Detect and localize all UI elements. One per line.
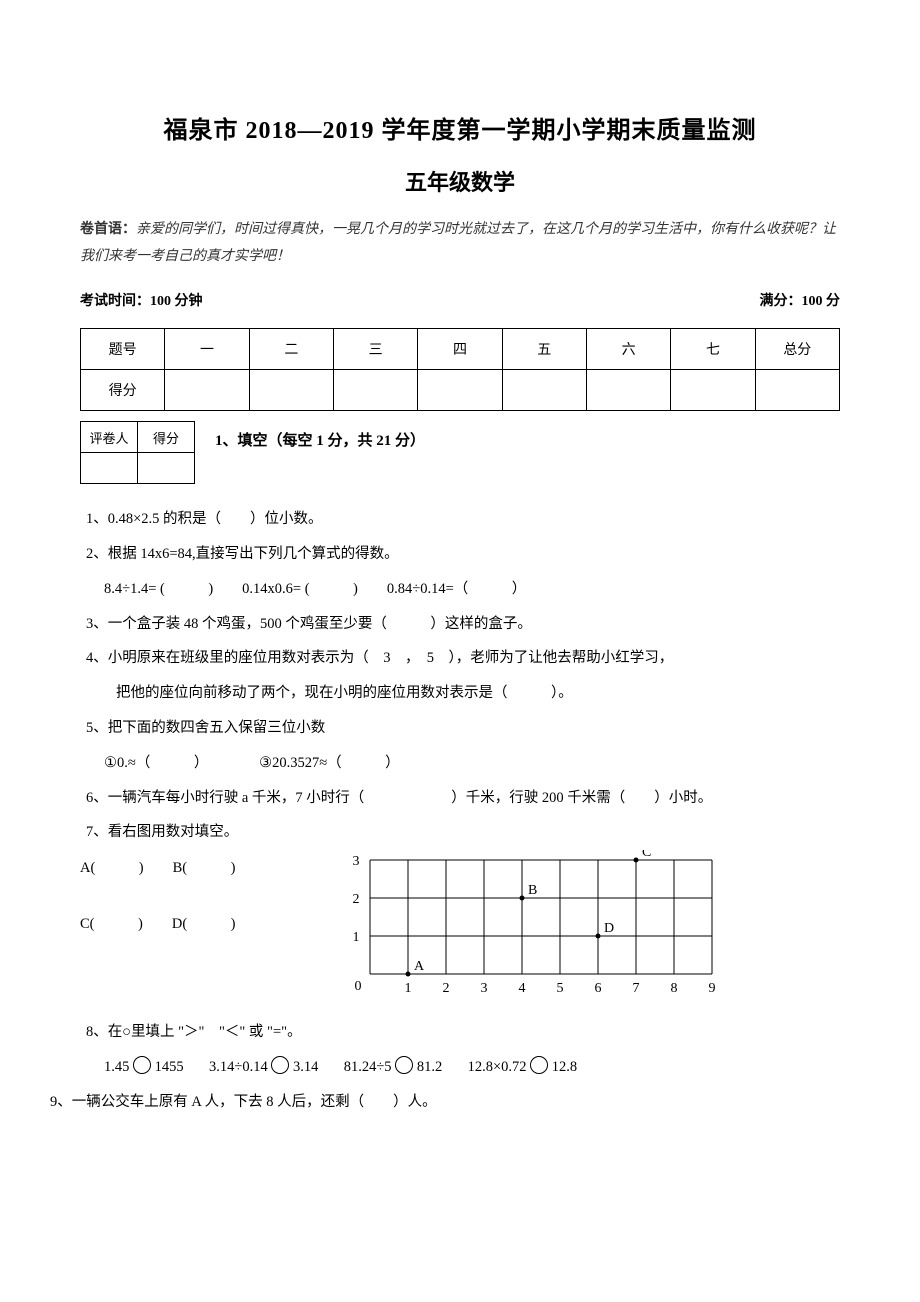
q2-b: 0.14x0.6= ( ) [242,581,358,597]
q8-d-r: 12.8 [552,1059,577,1075]
q2-c: 0.84÷0.14=（ ） [387,581,526,597]
q2-expressions: 8.4÷1.4= ( ) 0.14x0.6= ( ) 0.84÷0.14=（ ） [104,572,840,607]
svg-text:4: 4 [519,981,526,996]
q5-a: ①0.≈（ ） [104,755,208,771]
q4-line2: 把他的座位向前移动了两个，现在小明的座位用数对表示是（ ）。 [86,676,840,711]
grader-cell [81,453,138,484]
score-cell [165,370,249,411]
q8-b-l: 3.14÷0.14 [209,1059,268,1075]
preface-label: 卷首语： [80,222,136,237]
score-cell [333,370,417,411]
q2: 2、根据 14x6=84,直接写出下列几个算式的得数。 [86,537,840,572]
circle-icon [271,1056,289,1074]
title-sub: 五年级数学 [80,165,840,197]
q9: 9、一辆公交车上原有 A 人，下去 8 人后，还剩（ ）人。 [50,1085,840,1120]
preface-text: 亲爱的同学们，时间过得真快，一晃几个月的学习时光就过去了，在这几个月的学习生活中… [80,222,836,264]
col-head: 四 [418,329,502,370]
score-cell [586,370,670,411]
q8-d-l: 12.8×0.72 [468,1059,527,1075]
score-table: 题号 一 二 三 四 五 六 七 总分 得分 [80,328,840,411]
circle-icon [395,1056,413,1074]
col-head: 一 [165,329,249,370]
svg-text:B: B [528,883,537,898]
table-row: 得分 [81,370,840,411]
circle-icon [530,1056,548,1074]
q8-a-l: 1.45 [104,1059,129,1075]
svg-text:2: 2 [443,981,450,996]
q3: 3、一个盒子装 48 个鸡蛋，500 个鸡蛋至少要（ ）这样的盒子。 [86,607,840,642]
score-cell [418,370,502,411]
q8-expressions: 1.45 1455 3.14÷0.14 3.14 81.24÷5 81.2 12… [104,1050,840,1085]
svg-text:3: 3 [481,981,488,996]
col-head: 三 [333,329,417,370]
q5: 5、把下面的数四舍五入保留三位小数 [86,711,840,746]
q8-c-l: 81.24÷5 [344,1059,392,1075]
grader-label: 得分 [138,422,195,453]
score-cell [671,370,755,411]
q8-c-r: 81.2 [417,1059,442,1075]
q2-a: 8.4÷1.4= ( ) [104,581,213,597]
grader-label: 评卷人 [81,422,138,453]
circle-icon [133,1056,151,1074]
q7-left: A( ) B( ) C( ) D( ) [80,850,320,943]
svg-text:6: 6 [595,981,602,996]
score-cell [249,370,333,411]
preface: 卷首语：亲爱的同学们，时间过得真快，一晃几个月的学习时光就过去了，在这几个月的学… [80,217,840,270]
col-head: 六 [586,329,670,370]
svg-text:9: 9 [709,981,716,996]
col-head: 五 [502,329,586,370]
svg-text:1: 1 [353,930,360,945]
score-cell [755,370,839,411]
q7-title: 7、看右图用数对填空。 [86,815,840,850]
row-label: 得分 [81,370,165,411]
svg-text:5: 5 [557,981,564,996]
grader-box: 评卷人 得分 [80,421,195,484]
q8-a-r: 1455 [155,1059,184,1075]
q8: 8、在○里填上 "＞" "＜" 或 "="。 [86,1015,840,1050]
col-head: 二 [249,329,333,370]
q8-b-r: 3.14 [293,1059,318,1075]
svg-text:C: C [642,850,651,860]
title-main: 福泉市 2018—2019 学年度第一学期小学期末质量监测 [80,110,840,145]
svg-text:3: 3 [353,854,360,869]
score-cell [502,370,586,411]
q4-line1: 4、小明原来在班级里的座位用数对表示为（ 3 ， 5 ），老师为了让他去帮助小红… [86,641,840,676]
svg-text:8: 8 [671,981,678,996]
q5-expressions: ①0.≈（ ） ③20.3527≈（ ） [104,746,840,781]
full-score: 满分：100 分 [760,290,841,310]
q5-b: ③20.3527≈（ ） [259,755,400,771]
time-score-row: 考试时间：100 分钟 满分：100 分 [80,290,840,310]
section-heading: 1、填空（每空 1 分，共 21 分） [195,421,425,450]
svg-text:1: 1 [405,981,412,996]
svg-text:D: D [604,921,614,936]
svg-text:2: 2 [353,892,360,907]
q7-b: B( ) [173,860,236,876]
svg-text:A: A [414,959,425,974]
q7-d: D( ) [172,916,236,932]
table-row: 题号 一 二 三 四 五 六 七 总分 [81,329,840,370]
q1: 1、0.48×2.5 的积是（ ）位小数。 [86,502,840,537]
col-head: 七 [671,329,755,370]
q6: 6、一辆汽车每小时行驶 a 千米，7 小时行（ ）千米，行驶 200 千米需（ … [86,781,840,816]
q7-row: A( ) B( ) C( ) D( ) 1 2 3 4 5 6 7 8 9 1 2 3 0 A B C D [80,850,840,1015]
q7-c: C( ) [80,916,143,932]
grader-section: 评卷人 得分 1、填空（每空 1 分，共 21 分） [80,421,840,484]
grader-cell [138,453,195,484]
svg-text:7: 7 [633,981,640,996]
row-label: 题号 [81,329,165,370]
svg-text:0: 0 [355,979,362,994]
exam-time: 考试时间：100 分钟 [80,290,203,310]
col-head: 总分 [755,329,839,370]
q7-a: A( ) [80,860,144,876]
q7-chart: 1 2 3 4 5 6 7 8 9 1 2 3 0 A B C D [320,850,740,1015]
